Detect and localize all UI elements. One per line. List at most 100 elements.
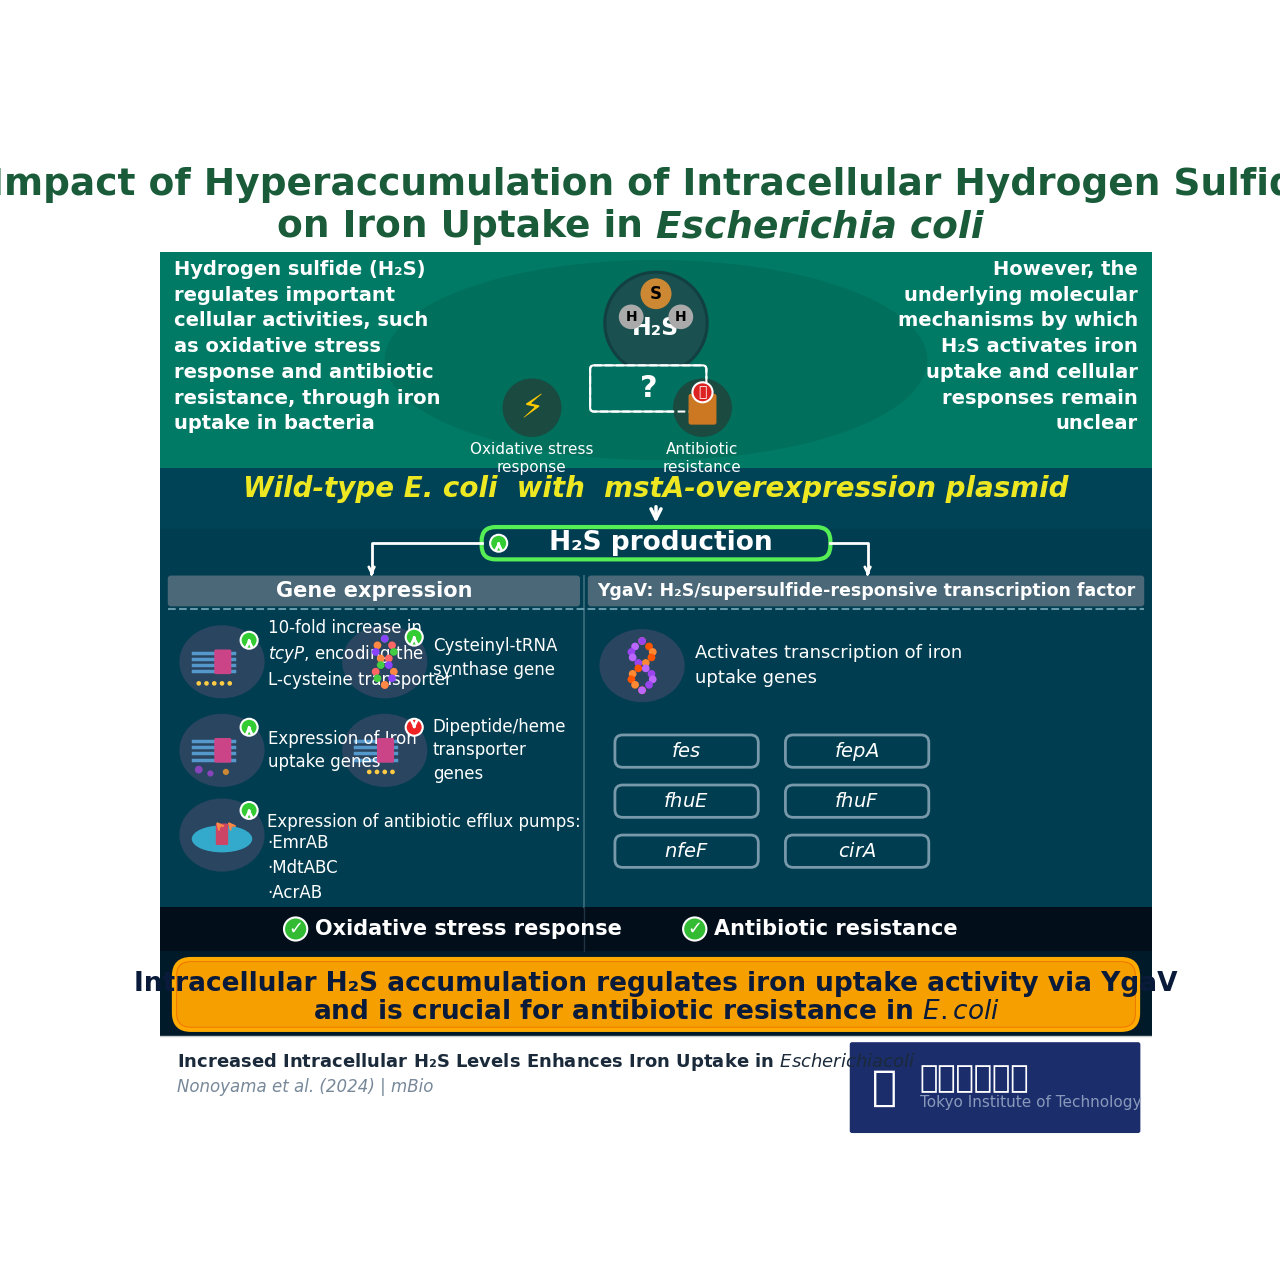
- Text: 🚫: 🚫: [699, 385, 707, 399]
- Circle shape: [607, 274, 705, 372]
- Circle shape: [641, 664, 650, 672]
- Bar: [160, 154, 1152, 252]
- FancyBboxPatch shape: [174, 959, 1138, 1030]
- Text: Expression of antibiotic efflux pumps:: Expression of antibiotic efflux pumps:: [268, 814, 581, 832]
- Ellipse shape: [385, 260, 927, 460]
- Circle shape: [390, 668, 398, 676]
- Text: H: H: [675, 310, 686, 324]
- FancyBboxPatch shape: [614, 785, 758, 818]
- Circle shape: [385, 654, 393, 662]
- FancyBboxPatch shape: [214, 649, 232, 675]
- Text: 東京工業大学: 東京工業大学: [919, 1064, 1029, 1093]
- Ellipse shape: [342, 625, 428, 699]
- Text: 🏛: 🏛: [872, 1066, 897, 1108]
- Circle shape: [381, 681, 389, 689]
- Text: Antibiotic resistance: Antibiotic resistance: [714, 919, 957, 940]
- Circle shape: [376, 662, 384, 669]
- Text: $\it{nfeF}$: $\it{nfeF}$: [664, 842, 709, 860]
- Bar: [160, 467, 1152, 530]
- Circle shape: [241, 719, 257, 736]
- Circle shape: [503, 379, 562, 436]
- Circle shape: [628, 654, 636, 662]
- Circle shape: [603, 270, 709, 375]
- Circle shape: [648, 654, 655, 662]
- Bar: [160, 1036, 1152, 1139]
- Circle shape: [639, 637, 646, 645]
- Bar: [160, 252, 1152, 467]
- FancyBboxPatch shape: [694, 389, 712, 398]
- Circle shape: [220, 681, 224, 686]
- Circle shape: [635, 664, 643, 672]
- Text: Antibiotic
resistance: Antibiotic resistance: [663, 442, 742, 475]
- FancyBboxPatch shape: [786, 835, 929, 868]
- Circle shape: [375, 769, 379, 774]
- Circle shape: [388, 675, 396, 682]
- Circle shape: [195, 765, 202, 773]
- Text: However, the
underlying molecular
mechanisms by which
H₂S activates iron
uptake : However, the underlying molecular mechan…: [899, 260, 1138, 434]
- Text: on Iron Uptake in: on Iron Uptake in: [278, 209, 657, 244]
- Text: 10-fold increase in
$\it{tcyP}$, encoding the
L-cysteine transporter: 10-fold increase in $\it{tcyP}$, encodin…: [269, 620, 452, 689]
- Circle shape: [388, 641, 396, 649]
- Circle shape: [205, 681, 209, 686]
- Circle shape: [371, 668, 380, 676]
- Circle shape: [381, 635, 389, 643]
- FancyBboxPatch shape: [786, 785, 929, 818]
- Circle shape: [367, 769, 371, 774]
- Circle shape: [641, 659, 650, 667]
- Text: Nonoyama et al. (2024) | mBio: Nonoyama et al. (2024) | mBio: [177, 1078, 434, 1097]
- Text: H₂S production: H₂S production: [540, 530, 772, 557]
- Text: Impact of Hyperaccumulation of Intracellular Hydrogen Sulfide: Impact of Hyperaccumulation of Intracell…: [0, 168, 1280, 204]
- Circle shape: [648, 669, 655, 677]
- Text: Increased Intracellular H₂S Levels Enhances Iron Uptake in $\it{Escherichia coli: Increased Intracellular H₂S Levels Enhan…: [177, 1051, 915, 1074]
- Circle shape: [649, 676, 657, 684]
- Circle shape: [627, 648, 635, 655]
- Circle shape: [376, 654, 384, 662]
- Text: Wild-type E. coli  with  mstA-overexpression plasmid: Wild-type E. coli with mstA-overexpressi…: [243, 475, 1069, 503]
- Text: S: S: [650, 284, 662, 303]
- FancyBboxPatch shape: [614, 835, 758, 868]
- Text: $\it{fhuF}$: $\it{fhuF}$: [835, 791, 879, 810]
- FancyBboxPatch shape: [614, 735, 758, 767]
- Ellipse shape: [192, 826, 252, 852]
- Text: ·EmrAB
·MdtABC
·AcrAB: ·EmrAB ·MdtABC ·AcrAB: [268, 833, 338, 901]
- Circle shape: [618, 305, 644, 329]
- FancyBboxPatch shape: [481, 527, 831, 559]
- FancyBboxPatch shape: [590, 365, 707, 412]
- FancyBboxPatch shape: [177, 963, 1135, 1027]
- Circle shape: [639, 686, 646, 694]
- Text: and is crucial for antibiotic resistance in $\it{E. coli}$: and is crucial for antibiotic resistance…: [312, 1000, 1000, 1025]
- Circle shape: [207, 771, 214, 777]
- Circle shape: [390, 769, 394, 774]
- FancyBboxPatch shape: [214, 739, 232, 763]
- FancyBboxPatch shape: [786, 735, 929, 767]
- Circle shape: [374, 675, 381, 682]
- Text: ?: ?: [640, 374, 657, 403]
- Circle shape: [212, 681, 216, 686]
- Circle shape: [645, 681, 653, 689]
- FancyBboxPatch shape: [216, 823, 228, 845]
- FancyBboxPatch shape: [850, 1042, 1140, 1133]
- Bar: [160, 467, 1152, 906]
- Ellipse shape: [599, 628, 685, 703]
- Circle shape: [684, 918, 707, 941]
- Circle shape: [639, 637, 646, 645]
- Circle shape: [627, 676, 635, 684]
- Text: $\it{fes}$: $\it{fes}$: [671, 741, 701, 760]
- Bar: [160, 906, 1152, 951]
- Text: Gene expression: Gene expression: [275, 581, 472, 602]
- Circle shape: [673, 379, 732, 436]
- Ellipse shape: [179, 714, 265, 787]
- Circle shape: [381, 681, 389, 689]
- Text: Activates transcription of iron
uptake genes: Activates transcription of iron uptake g…: [695, 644, 963, 687]
- Text: Expression of Iron
uptake genes: Expression of Iron uptake genes: [269, 730, 417, 771]
- Text: ✓: ✓: [687, 920, 703, 938]
- Text: Oxidative stress response: Oxidative stress response: [315, 919, 622, 940]
- Circle shape: [649, 648, 657, 655]
- Circle shape: [631, 681, 639, 689]
- Ellipse shape: [179, 625, 265, 699]
- Circle shape: [385, 662, 393, 669]
- Circle shape: [628, 669, 636, 677]
- Text: $\it{cirA}$: $\it{cirA}$: [837, 842, 876, 860]
- FancyBboxPatch shape: [689, 394, 717, 425]
- Text: $\it{fhuE}$: $\it{fhuE}$: [663, 791, 709, 810]
